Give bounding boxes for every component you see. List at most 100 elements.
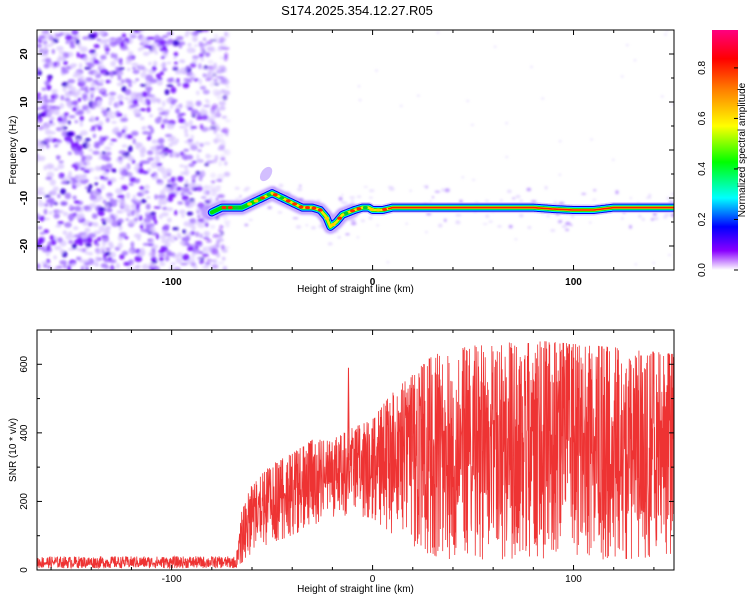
noise-blob [206,155,214,158]
noise-blob [212,259,217,264]
noise-blob [178,118,186,124]
faint-speckle [368,196,373,199]
noise-blob [64,136,73,142]
noise-blob [46,244,51,251]
noise-blob [57,193,61,199]
noise-blob [212,64,218,71]
noise-blob [188,182,196,190]
noise-blob [68,170,72,176]
noise-blob [116,82,124,87]
noise-blob [42,94,48,100]
noise-blob [88,233,97,238]
noise-blob [96,99,102,105]
noise-blob [197,149,202,153]
noise-blob [106,195,112,199]
noise-blob [156,77,163,81]
noise-blob [135,145,140,150]
noise-blob [74,120,79,124]
noise-blob [79,248,84,252]
noise-blob [220,244,225,250]
noise-blob [75,38,80,45]
noise-blob [71,243,77,250]
noise-blob [43,165,47,171]
noise-blob [105,225,112,231]
faint-speckle [311,226,316,230]
noise-blob [215,241,220,248]
faint-speckle [667,253,671,257]
noise-blob [105,169,110,173]
noise-blob [42,99,50,104]
noise-blob [53,167,59,171]
noise-blob [222,94,228,101]
noise-blob [76,144,83,152]
noise-blob [185,122,190,128]
noise-blob [181,153,187,160]
faint-speckle [648,193,652,198]
noise-blob [37,70,42,76]
noise-blob [45,252,50,257]
faint-speckle [505,122,509,125]
noise-blob [184,127,188,135]
noise-blob [194,44,198,48]
ridge-hotspot [253,199,259,203]
faint-speckle [426,213,432,216]
faint-speckle [497,225,502,228]
noise-blob [191,109,195,116]
figure-title: S174.2025.354.12.27.R05 [281,3,433,18]
faint-speckle [638,214,642,218]
noise-blob [67,214,76,221]
noise-blob [180,262,188,266]
noise-blob [151,46,158,53]
noise-blob [187,246,194,252]
noise-blob [139,116,145,121]
noise-blob [130,241,135,248]
noise-blob [90,101,98,107]
noise-blob [172,39,180,47]
noise-blob [184,104,191,109]
noise-blob [112,128,120,133]
faint-speckle [514,238,518,241]
noise-blob [117,94,124,101]
noise-blob [37,43,42,48]
noise-blob [204,231,210,237]
noise-blob [75,111,83,116]
noise-blob [175,36,184,40]
noise-blob [189,77,195,81]
noise-blob [69,139,74,145]
noise-blob [37,92,41,97]
noise-blob [173,51,179,57]
noise-blob [98,210,105,217]
noise-blob [149,237,155,245]
noise-blob [191,223,196,230]
faint-speckle [343,201,348,205]
noise-blob [59,260,67,265]
noise-blob [202,37,207,41]
noise-blob [84,186,89,190]
colorbar-bar [712,30,738,270]
noise-blob [179,209,186,215]
noise-blob [162,173,168,179]
noise-blob [224,31,228,37]
noise-blob [82,233,88,239]
noise-blob [165,39,173,46]
faint-speckle [357,195,362,198]
noise-blob [190,144,198,151]
noise-blob [117,218,124,224]
noise-blob [69,63,76,69]
faint-speckle [360,219,365,223]
noise-blob [139,162,143,168]
noise-blob [79,115,85,122]
noise-blob [49,105,53,110]
noise-blob [203,236,210,240]
noise-blob [170,86,177,94]
noise-blob [160,62,167,68]
noise-blob [56,265,63,269]
noise-blob [37,155,46,161]
noise-blob [93,44,100,49]
noise-blob [198,52,204,58]
faint-speckle [633,59,637,62]
noise-blob [103,40,108,47]
noise-blob [133,217,139,222]
snr-line [37,341,674,570]
spectrogram-marks [37,30,674,270]
